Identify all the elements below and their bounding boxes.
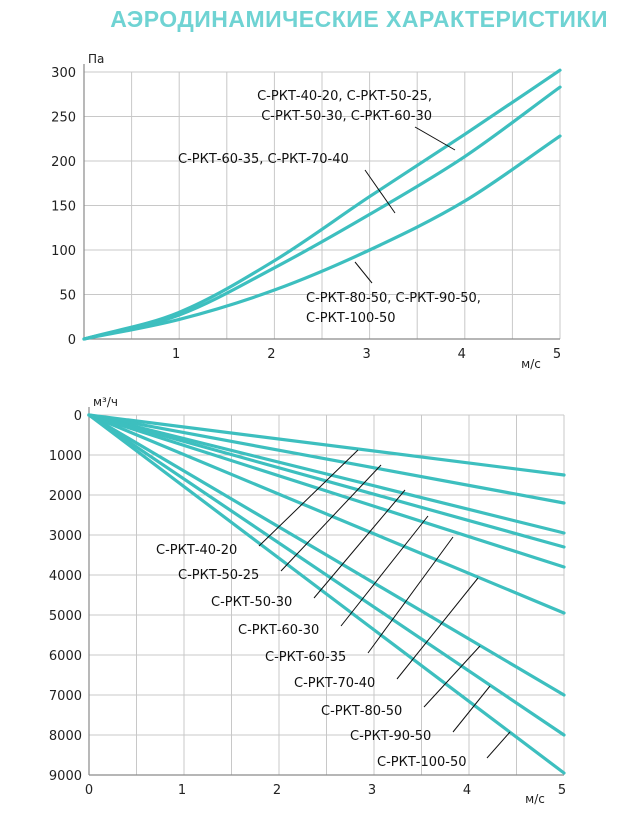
pressure-series-label: С-РКТ-50-30, С-РКТ-60-30 (261, 109, 432, 124)
y-tick-label: 6000 (49, 649, 82, 664)
flow-leader-line (486, 731, 511, 759)
x-tick-label: 2 (273, 783, 281, 798)
flow-series-label: С-РКТ-60-30 (238, 623, 319, 638)
pressure-leader-line (414, 126, 456, 151)
flow-series-line (87, 413, 566, 697)
y-tick-label: 3000 (49, 529, 82, 544)
flow-leader-line (340, 515, 429, 627)
x-tick-label: 0 (85, 783, 93, 798)
x-tick-label: 2 (267, 347, 275, 362)
flow-series-label: С-РКТ-90-50 (350, 729, 431, 744)
flow-series-line (87, 413, 566, 775)
y-tick-label: 50 (59, 289, 76, 304)
pressure-series-line (82, 85, 562, 341)
chart-pressure: 0 50 100 150 200 250 300 1 2 3 4 5 Па м/с С-РКТ-40-20,… (51, 52, 562, 371)
y-tick-label: 1000 (49, 449, 82, 464)
flow-series-label: С-РКТ-70-40 (294, 676, 375, 691)
x-tick-label: 5 (558, 783, 566, 798)
pressure-series-line (82, 68, 562, 341)
y-tick-label: 300 (51, 66, 76, 81)
pressure-leader-line (364, 169, 396, 214)
flow-series-line (87, 413, 566, 505)
flow-series-line (87, 413, 566, 737)
flow-leader-line (367, 536, 454, 654)
y-axis-unit: Па (88, 52, 104, 66)
y-tick-label: 0 (74, 409, 82, 424)
flow-leader-line (313, 489, 406, 599)
flow-series-label: С-РКТ-80-50 (321, 704, 402, 719)
y-tick-label: 2000 (49, 489, 82, 504)
flow-leader-line (258, 449, 359, 547)
x-tick-label: 4 (458, 347, 466, 362)
page-title: АЭРОДИНАМИЧЕСКИЕ ХАРАКТЕРИСТИКИ (110, 6, 608, 32)
flow-series-label: С-РКТ-50-25 (178, 568, 259, 583)
flow-series-label: С-РКТ-100-50 (377, 755, 467, 770)
y-tick-label: 4000 (49, 569, 82, 584)
flow-leader-line (452, 685, 491, 733)
y-tick-label: 100 (51, 244, 76, 259)
x-axis-unit: м/с (521, 357, 541, 371)
pressure-series-line (82, 134, 562, 341)
pressure-leader-line (354, 261, 373, 284)
x-tick-label: 3 (362, 347, 370, 362)
flow-series-line (87, 413, 566, 535)
flow-series-label: С-РКТ-60-35 (265, 650, 346, 665)
flow-series-label: С-РКТ-40-20 (156, 543, 237, 558)
flow-series-label: С-РКТ-50-30 (211, 595, 292, 610)
y-tick-label: 8000 (49, 729, 82, 744)
y-tick-label: 250 (51, 111, 76, 126)
flow-leader-line (423, 645, 481, 708)
x-tick-label: 5 (553, 347, 561, 362)
y-tick-label: 150 (51, 200, 76, 215)
x-tick-label: 1 (178, 783, 186, 798)
y-tick-label: 7000 (49, 689, 82, 704)
pressure-series-label: С-РКТ-60-35, С-РКТ-70-40 (178, 152, 349, 167)
flow-leader-line (280, 464, 382, 572)
x-tick-label: 4 (463, 783, 471, 798)
y-tick-label: 9000 (49, 769, 82, 784)
flow-leader-line (396, 577, 479, 680)
pressure-series-label: С-РКТ-100-50 (306, 311, 396, 326)
flow-series-line (87, 413, 566, 615)
pressure-series-label: С-РКТ-80-50, С-РКТ-90-50, (306, 291, 481, 306)
y-axis-unit: м³/ч (93, 395, 118, 409)
flow-series-line (87, 413, 566, 569)
x-tick-label: 1 (172, 347, 180, 362)
pressure-series-label: С-РКТ-40-20, С-РКТ-50-25, (257, 89, 432, 104)
y-tick-label: 200 (51, 155, 76, 170)
flow-series-line (87, 413, 566, 477)
x-tick-label: 3 (368, 783, 376, 798)
y-tick-label: 5000 (49, 609, 82, 624)
x-axis-unit: м/с (525, 792, 545, 806)
y-tick-label: 0 (68, 333, 76, 348)
